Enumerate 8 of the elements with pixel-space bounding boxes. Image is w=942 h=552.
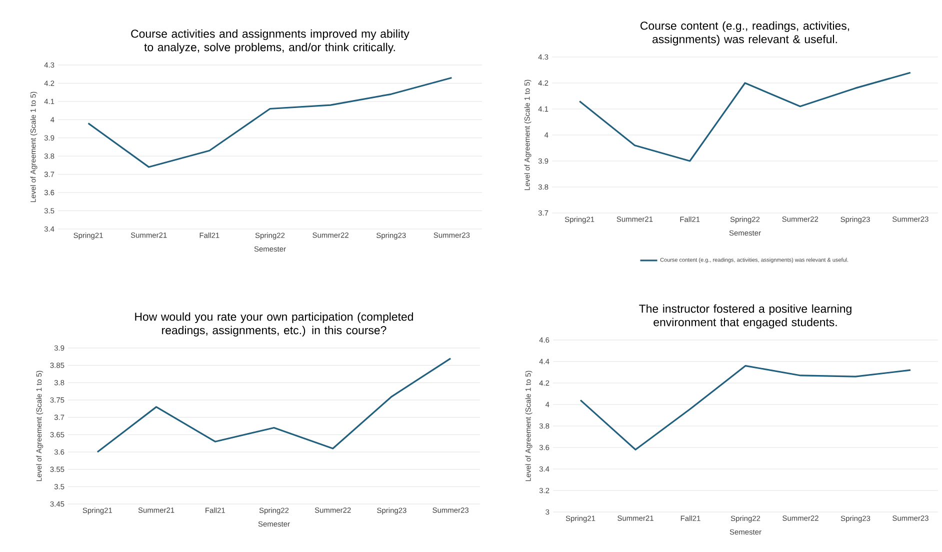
chart-title: The instructor fostered a positive learning environment that engaged students. — [639, 304, 852, 328]
line-series — [96, 358, 452, 453]
line-series — [87, 76, 453, 168]
line-series — [578, 72, 912, 162]
line-series — [580, 364, 912, 450]
chart-title: Course activities and assignments improved my ability to analyze, solve problems, and/or think critically. — [131, 29, 410, 54]
chart-title: Course content (e.g., readings, activities, assignments) was relevant & useful. — [640, 21, 850, 46]
chart-title: How would you rate your own participation (completed readings, assignments, etc.) in this course? — [135, 312, 413, 336]
